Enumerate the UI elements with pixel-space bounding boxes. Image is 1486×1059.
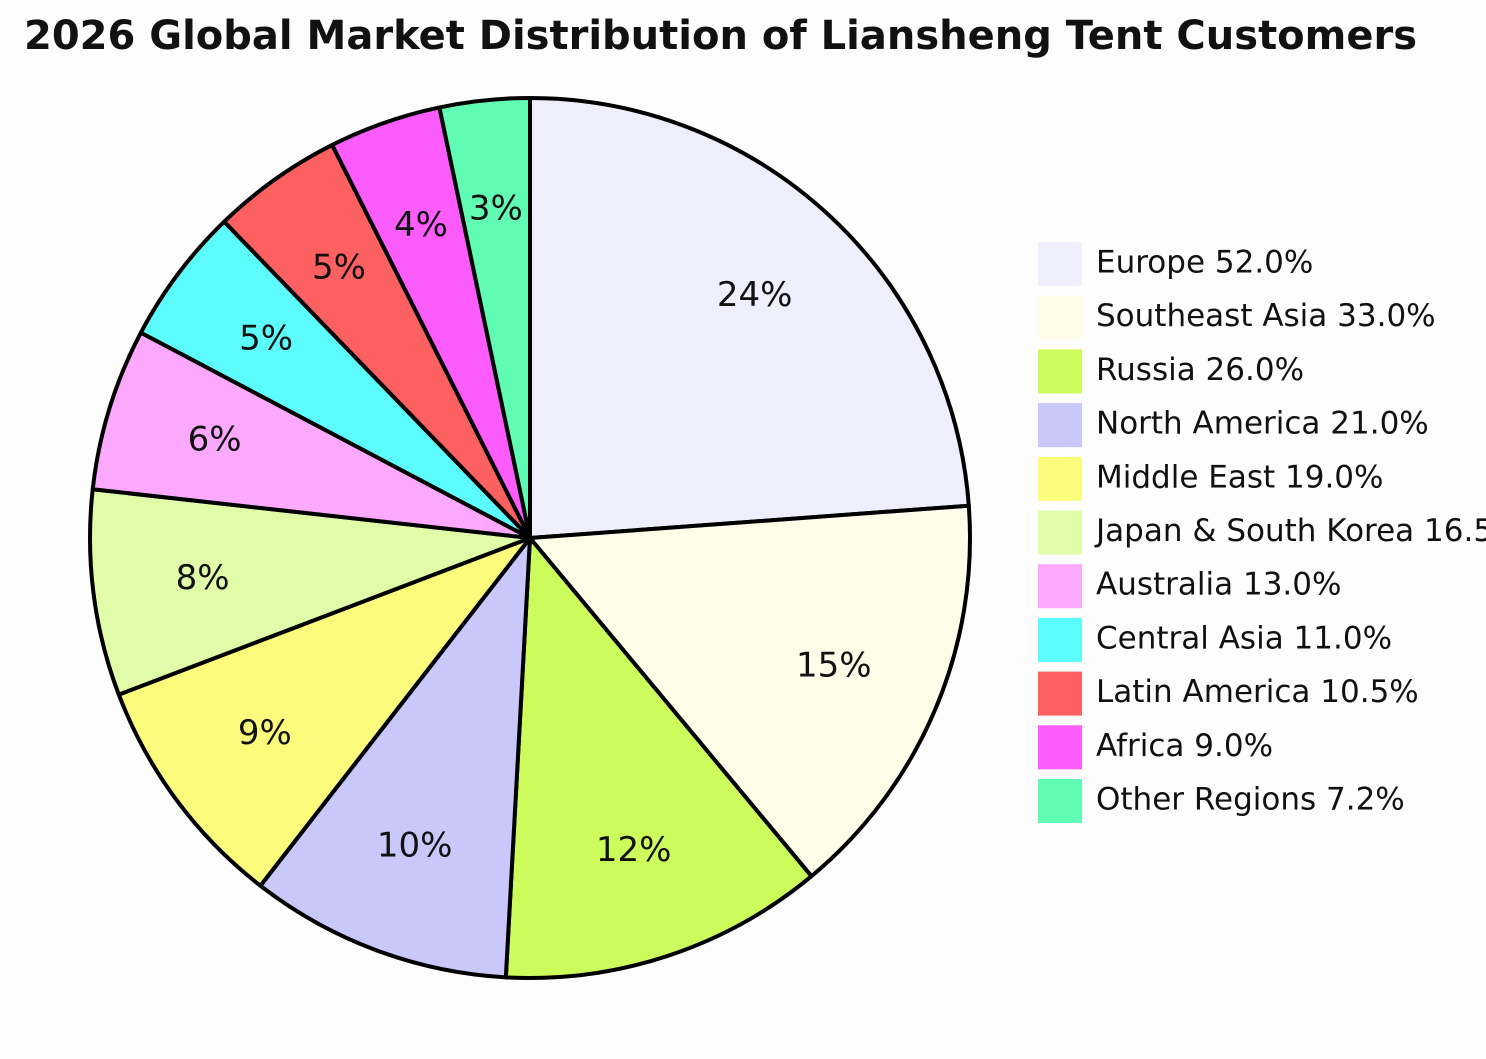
slice-label: 10% — [377, 826, 453, 866]
legend-swatch — [1038, 456, 1082, 501]
legend-text: Europe 52.0% — [1096, 245, 1313, 281]
legend-swatch — [1038, 403, 1082, 448]
legend-swatch — [1038, 349, 1082, 394]
slice-label: 5% — [239, 318, 293, 358]
legend-swatch — [1038, 242, 1082, 286]
legend-text: North America 21.0% — [1096, 406, 1429, 442]
pie-slice — [528, 96, 971, 540]
legend-swatch — [1038, 510, 1082, 555]
legend-swatch — [1038, 564, 1082, 609]
pie-slice — [258, 536, 532, 980]
legend-text: Russia 26.0% — [1096, 352, 1304, 388]
legend-text: Other Regions 7.2% — [1096, 782, 1405, 818]
legend-swatch — [1038, 295, 1082, 340]
legend-swatch — [1038, 725, 1082, 770]
slice-label: 5% — [312, 247, 366, 287]
legend-text: Australia 13.0% — [1096, 567, 1341, 603]
pie-slice — [437, 96, 532, 540]
legend-swatch — [1038, 779, 1082, 823]
slice-label: 3% — [469, 188, 523, 228]
legend-text: Africa 9.0% — [1096, 728, 1273, 764]
legend-text: Southeast Asia 33.0% — [1096, 298, 1436, 334]
legend-text: Japan & South Korea 16.5% — [1094, 513, 1486, 549]
chart-title: 2026 Global Market Distribution of Lians… — [24, 13, 1417, 59]
legend-text: Latin America 10.5% — [1096, 674, 1419, 710]
pie-slice — [90, 330, 532, 540]
legend-swatch — [1038, 617, 1082, 662]
slice-label: 12% — [596, 830, 672, 870]
pie-slice — [503, 536, 814, 980]
slice-label: 8% — [176, 558, 230, 598]
slice-label: 15% — [796, 646, 872, 686]
slice-label: 24% — [717, 275, 793, 315]
pie-slice — [116, 536, 532, 888]
legend-text: Central Asia 11.0% — [1096, 620, 1392, 656]
legend-text: Middle East 19.0% — [1096, 459, 1383, 495]
slice-label: 4% — [394, 205, 448, 245]
legend-swatch — [1038, 671, 1082, 716]
slice-label: 9% — [238, 713, 292, 753]
pie-slice — [528, 503, 972, 879]
slice-label: 6% — [188, 420, 242, 460]
pie-slice — [88, 487, 532, 697]
